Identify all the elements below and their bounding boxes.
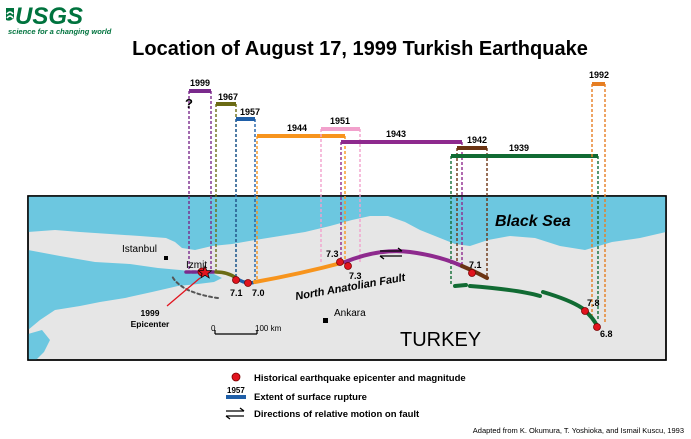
rupture-year-1944: 1944 — [287, 123, 307, 133]
map-panel — [27, 195, 667, 361]
scale-bar-end: 100 km — [255, 324, 282, 333]
epicenter-marker — [344, 262, 352, 270]
page-title: Location of August 17, 1999 Turkish Eart… — [132, 38, 588, 60]
source-credit: Adapted from K. Okumura, T. Yoshioka, an… — [473, 426, 684, 435]
epicenter-marker — [232, 276, 240, 284]
usgs-wordmark: USGS — [15, 3, 83, 30]
fault-trace-1939 — [541, 290, 600, 330]
usgs-wave-icon — [6, 8, 14, 21]
magnitude-label: 7.8 — [587, 298, 600, 308]
magnitude-label: 7.3 — [326, 249, 339, 259]
epicenter-callout-line — [166, 277, 201, 307]
epicenter-callout-label: Epicenter — [131, 319, 170, 329]
magnitude-label: 7.1 — [469, 260, 482, 270]
rupture-year-labels: 1999 ? 1967 1957 1944 1951 1943 1942 193… — [185, 70, 609, 153]
magnitude-label: 7.1 — [230, 288, 243, 298]
magnitude-label: 7.0 — [252, 288, 265, 298]
rupture-year-1999: 1999 — [190, 78, 210, 88]
black-sea — [28, 196, 666, 250]
epicenter-marker — [244, 279, 252, 287]
rupture-year-1951: 1951 — [330, 116, 350, 126]
usgs-logo: USGS science for a changing world — [6, 3, 112, 36]
city-label-ankara: Ankara — [334, 308, 366, 319]
city-label-istanbul: Istanbul — [122, 244, 157, 255]
rupture-year-1967: 1967 — [218, 92, 238, 102]
legend-epicenter-icon — [231, 372, 241, 382]
usgs-tagline: science for a changing world — [8, 27, 112, 36]
magnitude-label: 6.8 — [600, 329, 613, 339]
city-label-izmit: Izmit — [186, 260, 207, 271]
rupture-year-1942: 1942 — [467, 135, 487, 145]
rupture-year-1943: 1943 — [386, 129, 406, 139]
rupture-1999-question-mark: ? — [185, 96, 193, 111]
epicenter-marker — [336, 258, 344, 266]
city-marker-ankara — [323, 318, 328, 323]
epicenter-1999-star-icon — [197, 265, 213, 279]
epicenter-marker — [593, 323, 601, 331]
fault-trace-1939 — [468, 284, 542, 298]
city-marker-istanbul — [164, 256, 168, 260]
epicenter-callout-year: 1999 — [141, 308, 160, 318]
relative-motion-arrows-icon — [379, 247, 403, 260]
fault-trace-1939 — [453, 283, 468, 288]
legend-motion-arrows-icon — [225, 407, 245, 420]
fault-trace-1944 — [253, 260, 347, 284]
legend-motion-text: Directions of relative motion on fault — [254, 409, 420, 420]
legend-epicenter-text: Historical earthquake epicenter and magn… — [254, 373, 466, 384]
legend-rupture-year: 1957 — [227, 386, 245, 395]
epicenter-marker — [581, 307, 589, 315]
legend-rupture-text: Extent of surface rupture — [254, 392, 367, 403]
rupture-year-1957: 1957 — [240, 107, 260, 117]
sea-of-marmara — [28, 250, 222, 330]
map-border — [27, 195, 667, 361]
epicenter-marker — [468, 269, 476, 277]
fault-trace-unknown — [171, 275, 219, 299]
country-label: TURKEY — [400, 329, 481, 351]
magnitude-label: 7.3 — [349, 271, 362, 281]
scale-bar-start: 0 — [211, 324, 216, 333]
magnitude-labels: 7.1 7.0 7.3 7.3 7.1 7.8 6.8 — [230, 249, 613, 339]
legend: Historical earthquake epicenter and magn… — [225, 372, 466, 420]
scale-bar: 0 100 km — [211, 324, 282, 335]
aegean-sea — [28, 330, 50, 360]
rupture-year-1992: 1992 — [589, 70, 609, 80]
fault-trace-1943 — [343, 249, 464, 268]
rupture-year-1939: 1939 — [509, 143, 529, 153]
black-sea-label: Black Sea — [495, 213, 571, 230]
